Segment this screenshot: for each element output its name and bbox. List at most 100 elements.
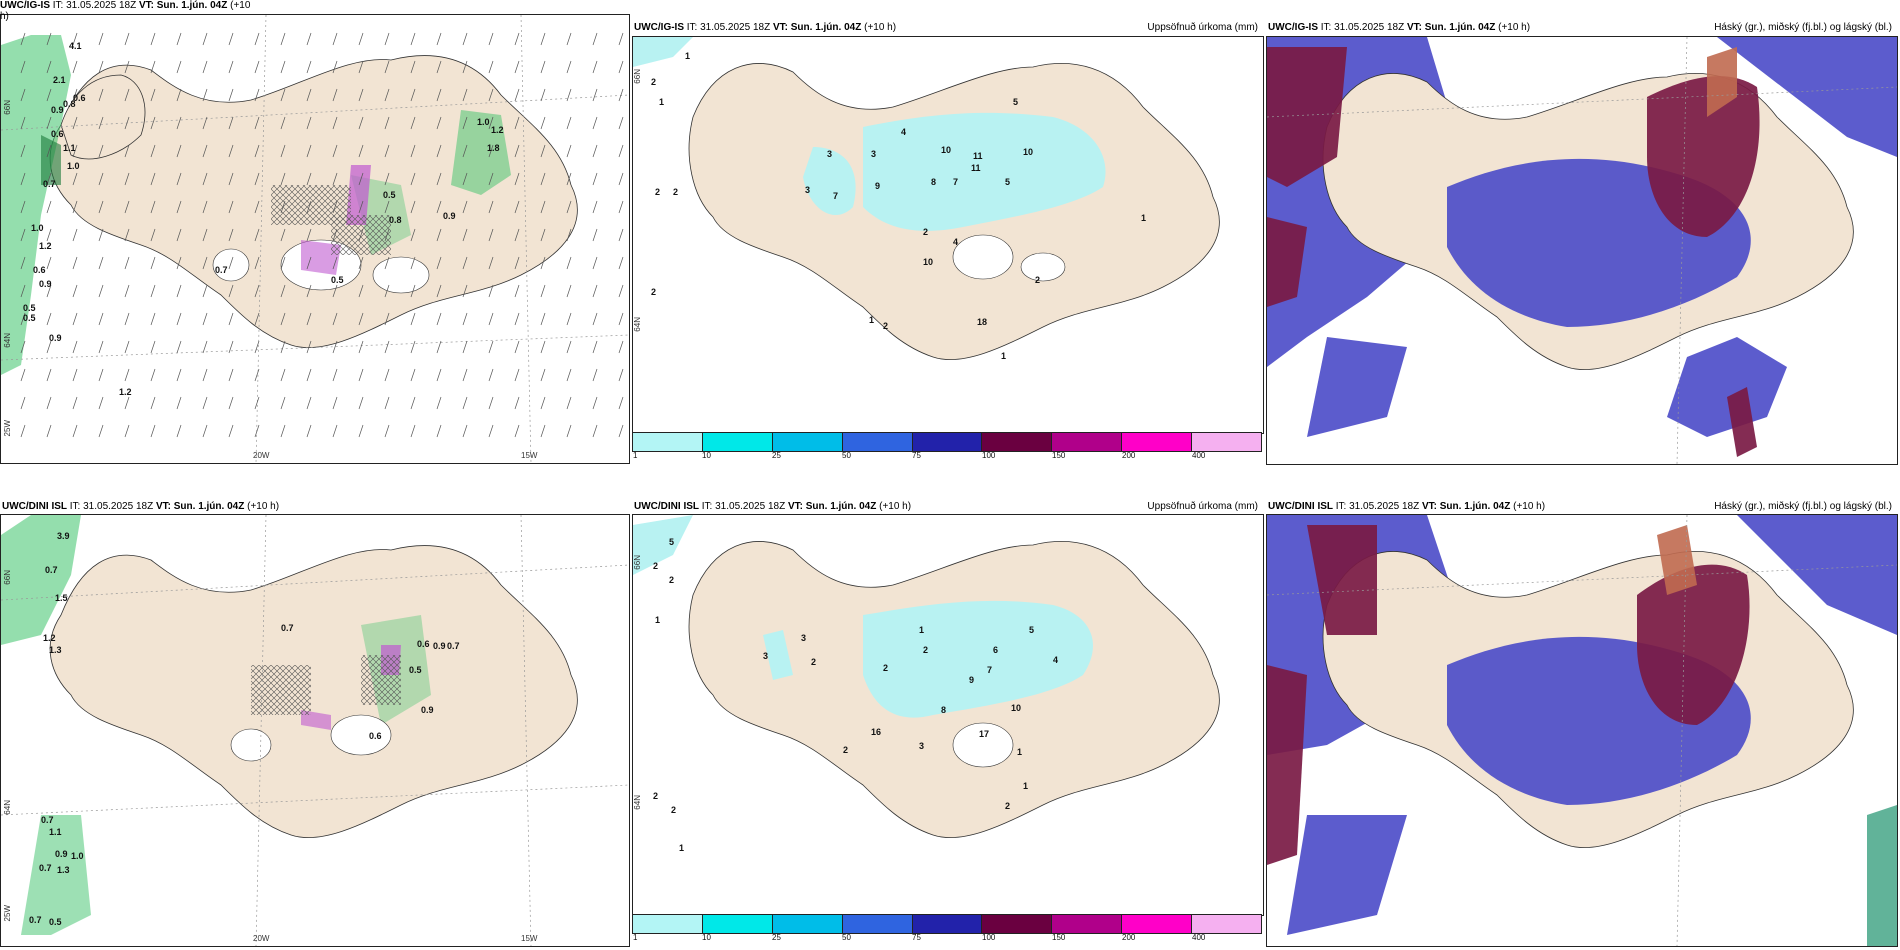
wind-barb bbox=[46, 200, 52, 214]
wind-barb bbox=[98, 200, 104, 214]
map-frame bbox=[1266, 514, 1898, 947]
wind-barb bbox=[98, 144, 104, 158]
wind-barb bbox=[540, 200, 546, 214]
wind-barb bbox=[618, 256, 624, 270]
wind-barb bbox=[280, 32, 286, 46]
wind-barb bbox=[488, 60, 494, 74]
wind-barb bbox=[176, 424, 182, 438]
wind-barb bbox=[254, 396, 260, 410]
wind-barb bbox=[540, 116, 546, 130]
gust-label: 1.2 bbox=[491, 125, 504, 135]
wind-barb bbox=[280, 144, 286, 158]
precip-label: 3 bbox=[763, 651, 769, 661]
precip-label: 7 bbox=[953, 177, 959, 187]
lon-label-25: 25W bbox=[3, 420, 12, 437]
wind-barb bbox=[514, 340, 520, 354]
wind-barb bbox=[46, 424, 52, 438]
wind-barb bbox=[306, 88, 312, 102]
gust-label: 1.1 bbox=[49, 827, 62, 837]
wind-barb bbox=[306, 172, 312, 186]
wind-barb bbox=[488, 88, 494, 102]
wind-barb bbox=[514, 200, 520, 214]
wind-barb bbox=[280, 60, 286, 74]
wind-barb bbox=[358, 172, 364, 186]
panel-r2-wind: UWC/DINI ISL IT: 31.05.2025 18Z VT: Sun.… bbox=[0, 490, 630, 950]
wind-barb bbox=[72, 172, 78, 186]
wind-barb bbox=[202, 368, 208, 382]
wind-barb bbox=[202, 228, 208, 242]
precip-label: 2 bbox=[923, 645, 929, 655]
precip-label: 2 bbox=[883, 321, 889, 331]
gust-label: 0.7 bbox=[447, 641, 460, 651]
wind-barb bbox=[566, 340, 572, 354]
colorbar-swatch bbox=[633, 915, 703, 933]
wind-barb bbox=[124, 200, 130, 214]
wind-barb bbox=[592, 88, 598, 102]
wind-barb bbox=[462, 144, 468, 158]
wind-barb bbox=[566, 256, 572, 270]
gust-label: 1.0 bbox=[31, 223, 44, 233]
wind-barb bbox=[124, 32, 130, 46]
wind-barb bbox=[410, 172, 416, 186]
wind-barb bbox=[124, 284, 130, 298]
wind-barb bbox=[202, 144, 208, 158]
wind-barb bbox=[46, 32, 52, 46]
wind-barb bbox=[46, 312, 52, 326]
wind-barb bbox=[592, 228, 598, 242]
wind-barb bbox=[436, 340, 442, 354]
wind-barb bbox=[280, 172, 286, 186]
wind-barb bbox=[410, 340, 416, 354]
wind-barb bbox=[488, 172, 494, 186]
wind-barb bbox=[618, 32, 624, 46]
wind-barb bbox=[592, 424, 598, 438]
panel-header: UWC/DINI ISL IT: 31.05.2025 18Z VT: Sun.… bbox=[634, 501, 1258, 512]
wind-barb bbox=[72, 200, 78, 214]
map-frame: 66N 64N 5 2 2 1 3 2 2 1 2 9 7 6 5 4 8 10… bbox=[632, 514, 1264, 916]
wind-barb bbox=[566, 312, 572, 326]
wind-barb bbox=[20, 340, 26, 354]
wind-barb bbox=[592, 144, 598, 158]
wind-barb bbox=[124, 60, 130, 74]
wind-barb bbox=[514, 88, 520, 102]
wind-barb bbox=[20, 228, 26, 242]
precip-label: 5 bbox=[669, 537, 675, 547]
wind-barb bbox=[72, 256, 78, 270]
gust-label: 0.9 bbox=[55, 849, 68, 859]
wind-barb bbox=[332, 396, 338, 410]
wind-barb bbox=[150, 60, 156, 74]
precip-label: 1 bbox=[659, 97, 665, 107]
colorbar-swatch bbox=[1122, 433, 1193, 451]
wind-barb bbox=[540, 256, 546, 270]
wind-barb bbox=[98, 228, 104, 242]
colorbar-swatch bbox=[982, 433, 1053, 451]
wind-barb bbox=[20, 424, 26, 438]
wind-barb bbox=[540, 32, 546, 46]
wind-barb bbox=[488, 424, 494, 438]
panel-header: UWC/DINI ISL IT: 31.05.2025 18Z VT: Sun.… bbox=[2, 501, 280, 512]
precip-label: 2 bbox=[651, 77, 657, 87]
colorbar-label: 25 bbox=[772, 933, 781, 942]
wind-barb bbox=[46, 396, 52, 410]
gust-label: 1.2 bbox=[119, 387, 132, 397]
map-frame: 66N 64N 25W 20W 15W 3.9 0.7 1.5 1.2 1.3 … bbox=[0, 514, 630, 947]
wind-barb bbox=[592, 396, 598, 410]
wind-barb bbox=[254, 32, 260, 46]
precip-label: 2 bbox=[843, 745, 849, 755]
wind-barb bbox=[124, 256, 130, 270]
wind-barb bbox=[124, 368, 130, 382]
precip-label: 1 bbox=[1017, 747, 1023, 757]
gust-label: 0.7 bbox=[281, 623, 294, 633]
wind-barb bbox=[462, 424, 468, 438]
gust-label: 0.8 bbox=[389, 215, 402, 225]
map-frame bbox=[1266, 36, 1898, 465]
wind-barb bbox=[566, 88, 572, 102]
wind-barb bbox=[410, 424, 416, 438]
lat-label-66: 66N bbox=[3, 100, 12, 115]
gust-label: 1.1 bbox=[63, 143, 76, 153]
panel-header: UWC/DINI ISL IT: 31.05.2025 18Z VT: Sun.… bbox=[1268, 501, 1892, 512]
precip-label: 6 bbox=[993, 645, 999, 655]
wind-barb bbox=[280, 256, 286, 270]
gust-label: 0.9 bbox=[39, 279, 52, 289]
wind-barb bbox=[150, 200, 156, 214]
wind-barb bbox=[176, 284, 182, 298]
